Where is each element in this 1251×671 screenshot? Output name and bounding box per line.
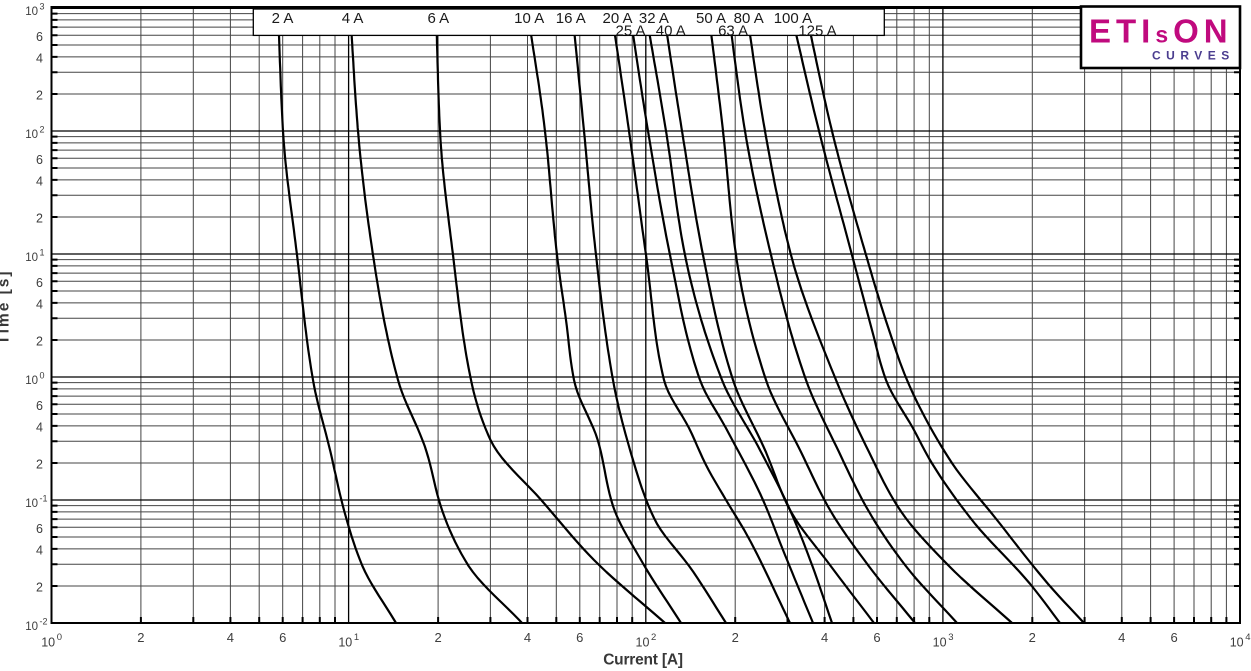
svg-text:10: 10 bbox=[41, 636, 55, 650]
svg-text:32 A: 32 A bbox=[639, 10, 669, 27]
svg-text:6: 6 bbox=[36, 399, 43, 413]
svg-text:4: 4 bbox=[821, 630, 828, 645]
svg-text:4: 4 bbox=[36, 51, 43, 65]
svg-text:40 A: 40 A bbox=[656, 23, 686, 40]
svg-text:10: 10 bbox=[933, 636, 947, 650]
svg-text:2: 2 bbox=[434, 630, 441, 645]
svg-text:Current [A]: Current [A] bbox=[603, 652, 683, 669]
svg-text:6: 6 bbox=[36, 276, 43, 290]
svg-text:2: 2 bbox=[732, 630, 739, 645]
svg-text:2: 2 bbox=[36, 212, 43, 226]
svg-text:10: 10 bbox=[25, 498, 38, 510]
svg-text:6: 6 bbox=[1170, 630, 1177, 645]
svg-text:0: 0 bbox=[57, 632, 62, 643]
svg-text:CURVES: CURVES bbox=[1152, 49, 1235, 63]
svg-text:6: 6 bbox=[873, 630, 880, 645]
svg-text:4: 4 bbox=[36, 420, 43, 434]
svg-text:100 A: 100 A bbox=[774, 10, 812, 27]
svg-text:25 A: 25 A bbox=[615, 23, 645, 40]
svg-text:10: 10 bbox=[1230, 636, 1244, 650]
svg-text:10: 10 bbox=[25, 621, 38, 633]
svg-text:20 A: 20 A bbox=[602, 10, 632, 27]
svg-text:3: 3 bbox=[948, 632, 953, 643]
svg-text:2: 2 bbox=[40, 125, 45, 135]
svg-text:10: 10 bbox=[25, 375, 38, 387]
svg-text:1: 1 bbox=[354, 632, 359, 643]
svg-text:2: 2 bbox=[1029, 630, 1036, 645]
svg-text:10: 10 bbox=[25, 6, 38, 18]
svg-text:10: 10 bbox=[338, 636, 352, 650]
svg-text:1: 1 bbox=[40, 248, 45, 258]
svg-text:10: 10 bbox=[25, 252, 38, 264]
svg-text:6 A: 6 A bbox=[427, 10, 449, 27]
svg-text:6: 6 bbox=[36, 153, 43, 167]
svg-text:2: 2 bbox=[36, 89, 43, 103]
svg-text:Time [s]: Time [s] bbox=[0, 269, 13, 344]
svg-text:10 A: 10 A bbox=[514, 10, 544, 27]
svg-text:6: 6 bbox=[279, 630, 286, 645]
svg-text:63 A: 63 A bbox=[718, 23, 748, 40]
svg-text:0: 0 bbox=[40, 371, 45, 381]
svg-text:2: 2 bbox=[36, 581, 43, 595]
svg-text:ETIsON: ETIsON bbox=[1089, 13, 1233, 50]
svg-text:2: 2 bbox=[36, 458, 43, 472]
svg-text:50 A: 50 A bbox=[696, 10, 726, 27]
svg-text:4: 4 bbox=[36, 297, 43, 311]
svg-text:80 A: 80 A bbox=[734, 10, 764, 27]
svg-text:6: 6 bbox=[36, 30, 43, 44]
svg-text:4: 4 bbox=[524, 630, 531, 645]
svg-text:4: 4 bbox=[36, 174, 43, 188]
svg-text:-1: -1 bbox=[40, 494, 48, 504]
svg-text:2: 2 bbox=[651, 632, 656, 643]
svg-text:2: 2 bbox=[137, 630, 144, 645]
svg-text:6: 6 bbox=[36, 522, 43, 536]
svg-text:4 A: 4 A bbox=[342, 10, 364, 27]
svg-text:10: 10 bbox=[25, 129, 38, 141]
svg-text:2 A: 2 A bbox=[272, 10, 294, 27]
svg-text:2: 2 bbox=[36, 335, 43, 349]
svg-text:10: 10 bbox=[636, 636, 650, 650]
svg-text:16 A: 16 A bbox=[556, 10, 586, 27]
svg-text:4: 4 bbox=[1245, 632, 1250, 643]
svg-text:6: 6 bbox=[576, 630, 583, 645]
svg-text:125 A: 125 A bbox=[798, 23, 836, 40]
svg-text:-2: -2 bbox=[40, 617, 48, 627]
svg-text:4: 4 bbox=[1118, 630, 1125, 645]
svg-text:3: 3 bbox=[40, 2, 45, 12]
svg-text:4: 4 bbox=[227, 630, 234, 645]
svg-text:4: 4 bbox=[36, 543, 43, 557]
